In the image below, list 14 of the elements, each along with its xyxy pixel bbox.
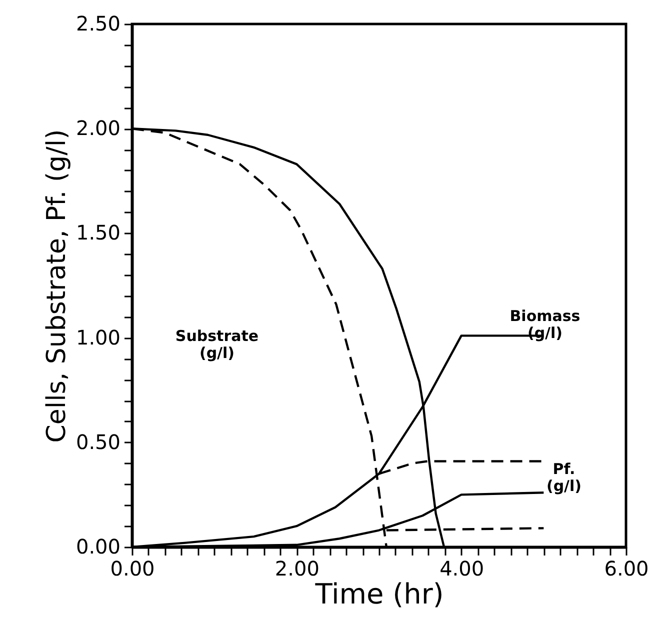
x-tick-label: 0.00	[110, 556, 155, 580]
annotation: Substrate (g/l)	[175, 327, 259, 362]
y-axis-title: Cells, Substrate, Pf. (g/l)	[42, 129, 72, 443]
y-tick-label: 1.00	[76, 325, 120, 350]
y-tick-label: 0.00	[76, 534, 120, 558]
y-tick-label: 2.50	[76, 12, 120, 36]
annotation: Pf. (g/l)	[546, 460, 582, 495]
x-tick-label: 2.00	[274, 556, 320, 580]
x-axis-title: Time (hr)	[314, 578, 444, 610]
y-tick-label: 1.50	[76, 220, 120, 245]
x-tick-label: 6.00	[604, 556, 649, 580]
y-tick-label: 0.50	[76, 430, 120, 454]
y-tick-label: 2.00	[76, 116, 120, 140]
x-tick-label: 4.00	[440, 556, 484, 580]
